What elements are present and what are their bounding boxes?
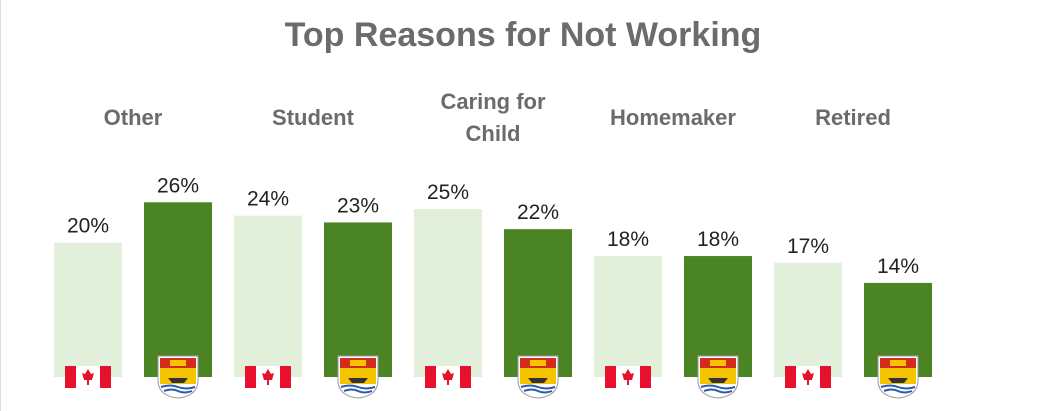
flag-leaf [82,369,94,385]
bar [234,215,302,377]
shield-ship [348,378,368,383]
shield-mid [880,368,916,384]
shield-lion [530,360,546,366]
value-label: 26% [157,174,199,197]
flag-band [785,366,796,388]
shield-lion [350,360,366,366]
value-label: 20% [67,215,109,238]
flag-band [280,366,291,388]
canada-flag-icon [245,366,291,388]
canada-flag-icon [65,366,111,388]
shield-ship [708,378,728,383]
category-label: Retired [815,105,891,130]
shield-icon [877,355,919,399]
canada-flag-icon [785,366,831,388]
bar [324,222,392,377]
shield-ship [168,378,188,383]
chart-title: Top Reasons for Not Working [284,16,762,54]
flag-leaf [262,369,274,385]
flag-band [100,366,111,388]
shield-mid [700,368,736,384]
shield-waves [160,384,196,394]
shield-waves [340,384,376,394]
value-label: 18% [607,228,649,251]
flag-leaf [802,369,814,385]
flag-band [820,366,831,388]
bar [504,229,572,377]
shield-mid [160,368,196,384]
flag-band [65,366,76,388]
flag-leaf [622,369,634,385]
canada-flag-icon [605,366,651,388]
shield-lion [710,360,726,366]
bar [54,242,122,377]
shield-lion [170,360,186,366]
shield-ship [528,378,548,383]
category-label: Caring for Child [440,89,546,146]
shield-mid [340,368,376,384]
flag-band [245,366,256,388]
bar [774,262,842,377]
shield-waves [520,384,556,394]
value-label: 23% [337,194,379,217]
value-label: 25% [427,181,469,204]
flag-band [640,366,651,388]
bar [144,202,212,377]
bar [414,209,482,377]
value-label: 18% [697,228,739,251]
shield-icon [337,355,379,399]
flag-band [460,366,471,388]
category-label: Student [272,105,354,130]
shield-waves [700,384,736,394]
bar [594,256,662,377]
shield-mid [520,368,556,384]
shield-icon [517,355,559,399]
shield-waves [880,384,916,394]
shield-icon [697,355,739,399]
value-label: 17% [787,235,829,258]
value-label: 24% [247,188,289,211]
value-label: 22% [517,201,559,224]
value-label: 14% [877,255,919,278]
shield-ship [888,378,908,383]
category-label: Other [103,105,163,130]
flag-band [425,366,436,388]
flag-leaf [442,369,454,385]
canada-flag-icon [425,366,471,388]
flag-band [605,366,616,388]
shield-lion [890,360,906,366]
category-label: Homemaker [610,105,736,130]
shield-icon [157,355,199,399]
